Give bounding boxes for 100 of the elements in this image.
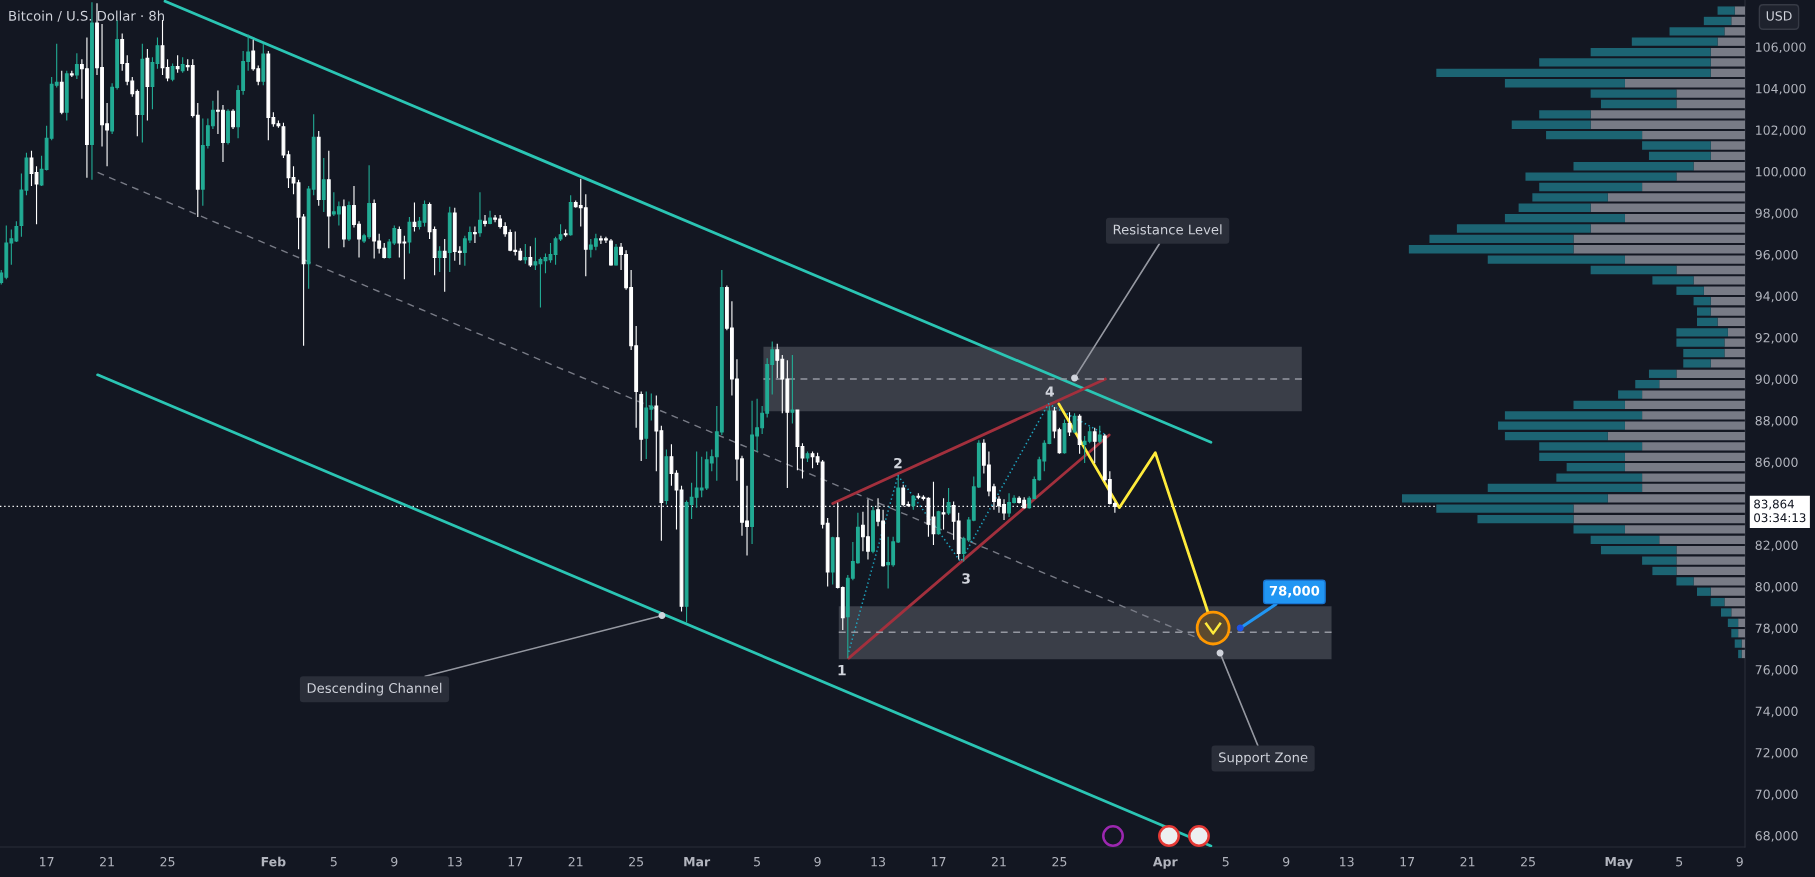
y-tick-label: 82,000 [1755,540,1798,552]
bar [1624,255,1745,264]
bar [1573,525,1625,534]
candlestick [412,202,417,233]
bar [1590,535,1660,544]
candlestick [1017,495,1022,505]
bar [1573,234,1745,244]
candlestick [1092,427,1097,464]
x-tick-label: 9 [391,856,398,867]
candlestick [478,191,482,238]
bar [1532,193,1608,202]
bar [1590,110,1745,119]
y-tick-label: 106,000 [1756,42,1806,54]
bar [1504,431,1608,441]
bar [1693,162,1745,171]
x-tick-label: 5 [754,857,760,867]
bar [1635,380,1660,389]
annotation: 1 [838,665,846,676]
x-tick-label: 5 [1676,857,1683,867]
candlestick [523,243,528,265]
bar [1624,525,1745,534]
y-tick-label: 102,000 [1756,125,1806,137]
candlestick [170,62,175,82]
y-tick-label: 94,000 [1755,291,1798,303]
bar [1408,245,1574,254]
bar [1642,442,1745,451]
bar [1539,58,1711,67]
bar [1607,494,1745,503]
bar [1676,89,1745,98]
bar [1717,37,1745,46]
bar [1539,182,1643,192]
bar [1487,483,1643,493]
bar [1710,58,1745,67]
bar [1456,224,1591,233]
bar [1546,130,1643,140]
x-tick-label: 25 [1521,856,1535,867]
bar [1659,380,1745,389]
candlestick [140,43,145,143]
bar [1429,234,1574,244]
candlestick [639,390,644,462]
bar [1738,629,1745,638]
x-tick-label: 5 [1222,857,1229,867]
bar [1676,286,1704,295]
bar [1504,411,1643,420]
bar [1624,463,1745,472]
x-tick-label: Apr [1152,857,1178,869]
bar [1642,182,1745,192]
bar [1724,27,1745,36]
x-tick-label: 17 [1400,857,1415,867]
y-tick-label: 78,000 [1755,623,1798,635]
bar [1642,390,1745,399]
candlestick [347,200,351,242]
bar [1710,297,1745,306]
bar [1477,514,1574,524]
candlestick [473,225,477,244]
bar [1731,16,1745,26]
annotation: 78,000 [1269,585,1320,598]
bar [1652,276,1694,285]
bar [1590,224,1745,233]
bar [1717,6,1735,15]
bar [1600,546,1677,555]
bar [1642,411,1745,420]
bar [1607,431,1745,441]
candlestick [437,245,442,273]
bar [1652,566,1677,576]
bar [1683,359,1711,368]
bar [1573,504,1745,513]
bar [1738,618,1745,627]
bar [1710,47,1745,57]
bar [1573,162,1694,171]
bar [1539,110,1591,119]
bar [1642,473,1745,482]
text: Bitcoin / U.S. Dollar · 8h [9,10,164,22]
candlestick [372,198,377,260]
candlestick [321,157,326,213]
y-tick-label: 74,000 [1755,706,1798,718]
bar [1642,483,1745,493]
candlestick [790,354,795,425]
bar [1436,504,1574,513]
bar [1676,566,1745,576]
x-tick-label: 13 [448,856,462,867]
bar [1703,286,1745,295]
bar [1648,151,1711,161]
bar [1525,172,1677,181]
bar [1600,99,1677,109]
bar [1676,328,1728,337]
bar [1696,587,1711,596]
bar [1710,68,1745,77]
y-tick-label: 68,000 [1755,831,1798,842]
bar [1710,141,1745,150]
bar [1676,556,1745,565]
y-tick-label: 70,000 [1755,789,1798,801]
candlestick [74,52,79,80]
candlestick [231,108,235,130]
candlestick [69,70,74,78]
annotation: Support Zone [1219,752,1308,765]
y-tick-label: 88,000 [1755,415,1798,427]
x-tick-label: 17 [508,857,523,867]
candlestick [805,451,810,463]
y-tick-label: 104,000 [1756,83,1806,95]
